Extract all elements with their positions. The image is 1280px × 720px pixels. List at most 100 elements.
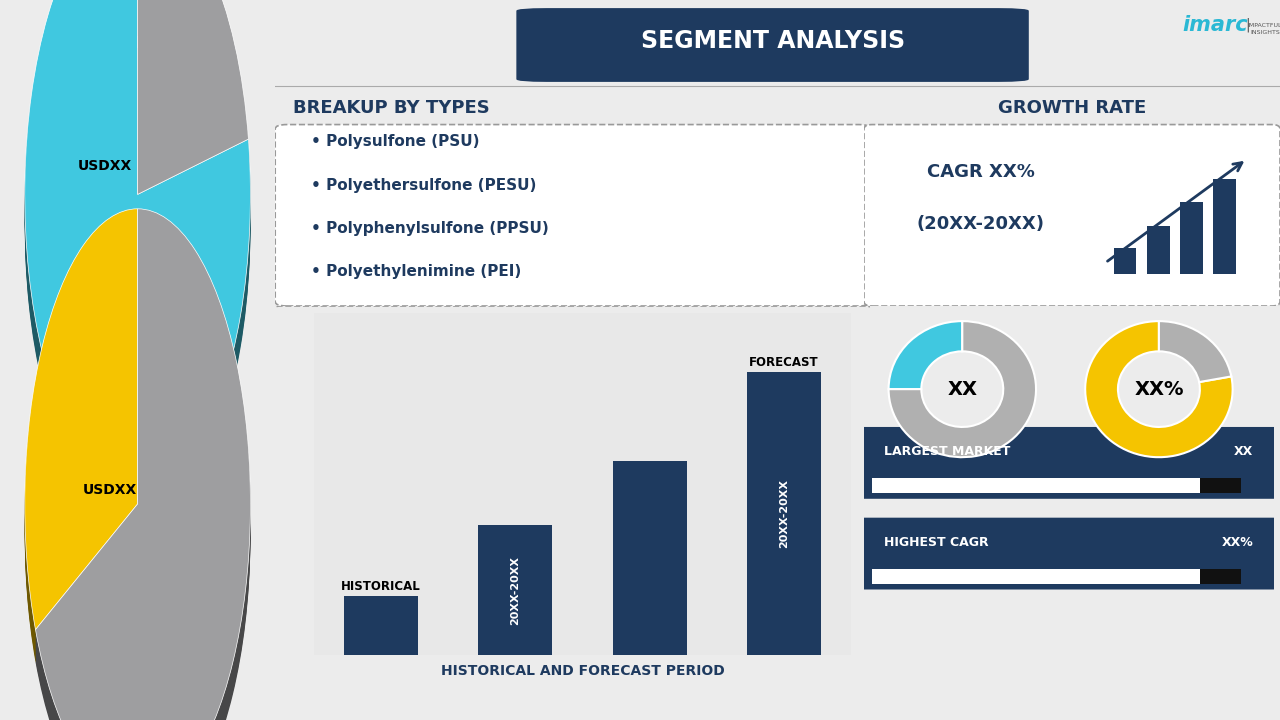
Text: • Polysulfone (PSU): • Polysulfone (PSU) bbox=[311, 135, 480, 149]
FancyBboxPatch shape bbox=[860, 518, 1277, 590]
Text: XX%: XX% bbox=[1221, 536, 1253, 549]
Wedge shape bbox=[36, 220, 251, 720]
Wedge shape bbox=[24, 222, 138, 643]
Wedge shape bbox=[24, 0, 251, 519]
Wedge shape bbox=[36, 228, 251, 720]
FancyBboxPatch shape bbox=[516, 8, 1029, 82]
Text: HISTORICAL: HISTORICAL bbox=[340, 580, 421, 593]
Text: • Polyethersulfone (PESU): • Polyethersulfone (PESU) bbox=[311, 178, 536, 192]
Wedge shape bbox=[138, 0, 248, 208]
Wedge shape bbox=[24, 0, 251, 490]
Bar bbox=[1199, 478, 1240, 493]
Wedge shape bbox=[24, 209, 138, 630]
Text: XX: XX bbox=[947, 379, 978, 399]
Wedge shape bbox=[36, 238, 251, 720]
Bar bbox=[872, 478, 1199, 493]
Wedge shape bbox=[36, 230, 251, 720]
Wedge shape bbox=[138, 0, 248, 213]
Wedge shape bbox=[24, 230, 138, 652]
Wedge shape bbox=[24, 233, 138, 654]
Text: (20XX-20XX): (20XX-20XX) bbox=[916, 215, 1044, 233]
Wedge shape bbox=[138, 0, 248, 205]
Wedge shape bbox=[24, 236, 138, 657]
Wedge shape bbox=[138, 0, 248, 194]
Bar bbox=[613, 461, 686, 655]
Text: XX: XX bbox=[1234, 445, 1253, 458]
Wedge shape bbox=[138, 0, 248, 219]
Wedge shape bbox=[24, 220, 138, 641]
Text: • Polyphenylsulfone (PPSU): • Polyphenylsulfone (PPSU) bbox=[311, 221, 549, 235]
Text: USDXX: USDXX bbox=[78, 158, 132, 173]
Wedge shape bbox=[24, 215, 138, 635]
Text: MARKET SIZE IN USD: MARKET SIZE IN USD bbox=[51, 36, 224, 50]
Bar bbox=[479, 526, 552, 655]
Text: SEGMENT ANALYSIS: SEGMENT ANALYSIS bbox=[640, 29, 905, 53]
Wedge shape bbox=[138, 0, 248, 224]
Wedge shape bbox=[36, 222, 251, 720]
X-axis label: HISTORICAL AND FORECAST PERIOD: HISTORICAL AND FORECAST PERIOD bbox=[440, 664, 724, 678]
Wedge shape bbox=[24, 0, 251, 492]
Text: XX%: XX% bbox=[1134, 379, 1184, 399]
Wedge shape bbox=[24, 0, 251, 498]
Text: |: | bbox=[1245, 18, 1251, 32]
Wedge shape bbox=[24, 0, 251, 516]
Text: LARGEST MARKET: LARGEST MARKET bbox=[884, 445, 1011, 458]
Wedge shape bbox=[1158, 321, 1231, 382]
Wedge shape bbox=[138, 0, 248, 202]
Wedge shape bbox=[24, 225, 138, 646]
Wedge shape bbox=[24, 0, 251, 514]
Wedge shape bbox=[24, 228, 138, 649]
Wedge shape bbox=[138, 0, 248, 227]
Wedge shape bbox=[36, 241, 251, 720]
Wedge shape bbox=[138, 0, 248, 222]
Text: HIGHEST CAGR: HIGHEST CAGR bbox=[884, 536, 989, 549]
Text: FORECAST: FORECAST bbox=[92, 648, 183, 662]
Text: 20XX-20XX: 20XX-20XX bbox=[511, 556, 520, 625]
Wedge shape bbox=[24, 0, 251, 508]
Bar bbox=[872, 569, 1199, 584]
Text: imarc: imarc bbox=[1181, 15, 1248, 35]
Wedge shape bbox=[24, 0, 251, 500]
Wedge shape bbox=[138, 0, 248, 197]
Bar bbox=[1199, 569, 1240, 584]
FancyBboxPatch shape bbox=[1180, 202, 1203, 274]
Wedge shape bbox=[36, 209, 251, 720]
Wedge shape bbox=[138, 0, 248, 216]
Bar bbox=[748, 372, 820, 655]
Wedge shape bbox=[24, 0, 251, 511]
Wedge shape bbox=[138, 0, 248, 199]
Text: CURRENT: CURRENT bbox=[97, 338, 178, 353]
Wedge shape bbox=[24, 0, 251, 495]
Wedge shape bbox=[888, 321, 1036, 457]
Wedge shape bbox=[1085, 321, 1233, 457]
Wedge shape bbox=[36, 233, 251, 720]
FancyBboxPatch shape bbox=[864, 125, 1280, 306]
Text: FORECAST: FORECAST bbox=[749, 356, 819, 369]
Wedge shape bbox=[36, 225, 251, 720]
FancyBboxPatch shape bbox=[1213, 179, 1236, 274]
Wedge shape bbox=[24, 241, 138, 662]
FancyBboxPatch shape bbox=[1114, 248, 1137, 274]
Text: GROWTH RATE: GROWTH RATE bbox=[998, 99, 1146, 117]
Wedge shape bbox=[36, 212, 251, 720]
Wedge shape bbox=[24, 0, 251, 503]
Wedge shape bbox=[24, 0, 251, 505]
Wedge shape bbox=[24, 212, 138, 632]
Text: BREAKUP BY TYPES: BREAKUP BY TYPES bbox=[293, 99, 490, 117]
Wedge shape bbox=[36, 236, 251, 720]
Wedge shape bbox=[36, 215, 251, 720]
FancyBboxPatch shape bbox=[275, 125, 870, 306]
Wedge shape bbox=[36, 217, 251, 720]
FancyBboxPatch shape bbox=[1147, 226, 1170, 274]
Wedge shape bbox=[24, 217, 138, 638]
Text: • Polyethylenimine (PEI): • Polyethylenimine (PEI) bbox=[311, 264, 521, 279]
Wedge shape bbox=[138, 0, 248, 210]
Wedge shape bbox=[888, 321, 963, 389]
Text: CAGR XX%: CAGR XX% bbox=[927, 163, 1034, 181]
Bar bbox=[344, 596, 417, 655]
Text: USDXX: USDXX bbox=[83, 482, 137, 497]
FancyBboxPatch shape bbox=[860, 427, 1277, 499]
Wedge shape bbox=[24, 0, 251, 522]
Text: IMPACTFUL
INSIGHTS: IMPACTFUL INSIGHTS bbox=[1248, 23, 1280, 35]
Wedge shape bbox=[24, 238, 138, 660]
